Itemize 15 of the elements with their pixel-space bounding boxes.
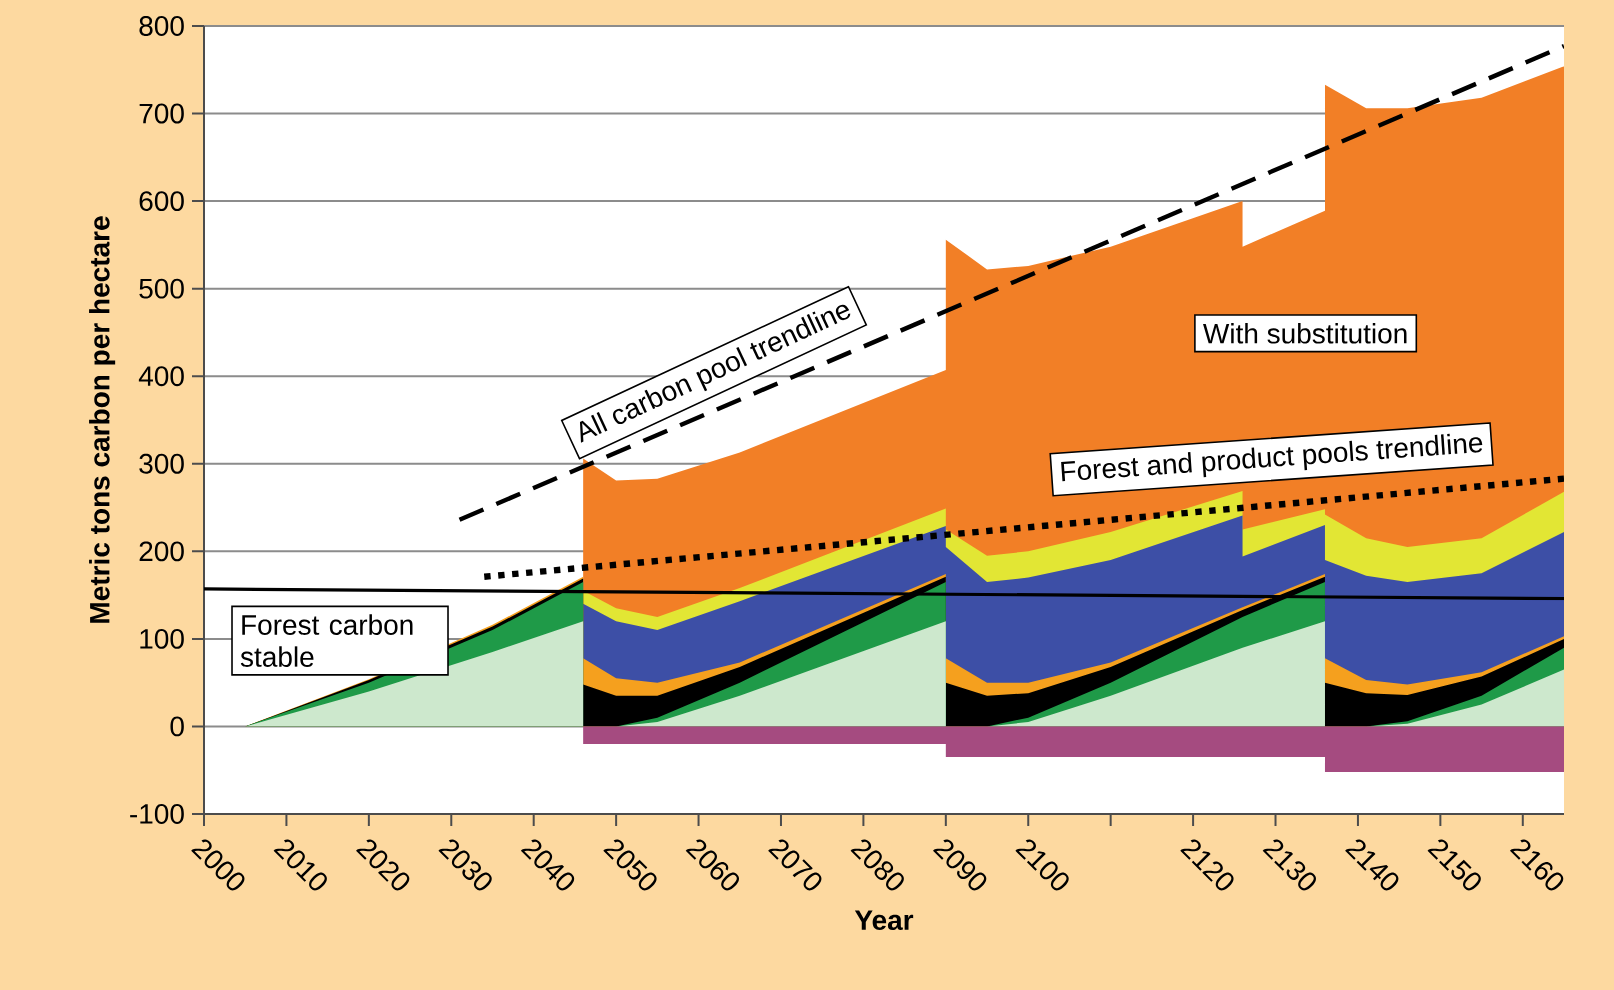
y-tick-label: 600 xyxy=(139,191,184,212)
annotation: With substitution xyxy=(1203,323,1407,344)
y-tick-label: 700 xyxy=(139,103,184,124)
y-tick-label: 400 xyxy=(138,366,184,387)
y-tick-label: 300 xyxy=(139,453,184,474)
y-tick-label: -100 xyxy=(130,804,184,824)
annotation: Forest and product pools trendline xyxy=(1061,433,1483,482)
y-axis-title: Metric tons carbon per hectare xyxy=(89,216,116,623)
y-tick-label: 0 xyxy=(170,716,184,737)
y-tick-label: 200 xyxy=(139,541,184,562)
y-tick-label: 500 xyxy=(139,278,184,299)
annotation: Forest carbon stable xyxy=(240,614,413,667)
y-tick-label: 800 xyxy=(139,16,184,36)
y-tick-label: 100 xyxy=(140,628,184,649)
x-axis-title: Year xyxy=(854,910,914,931)
